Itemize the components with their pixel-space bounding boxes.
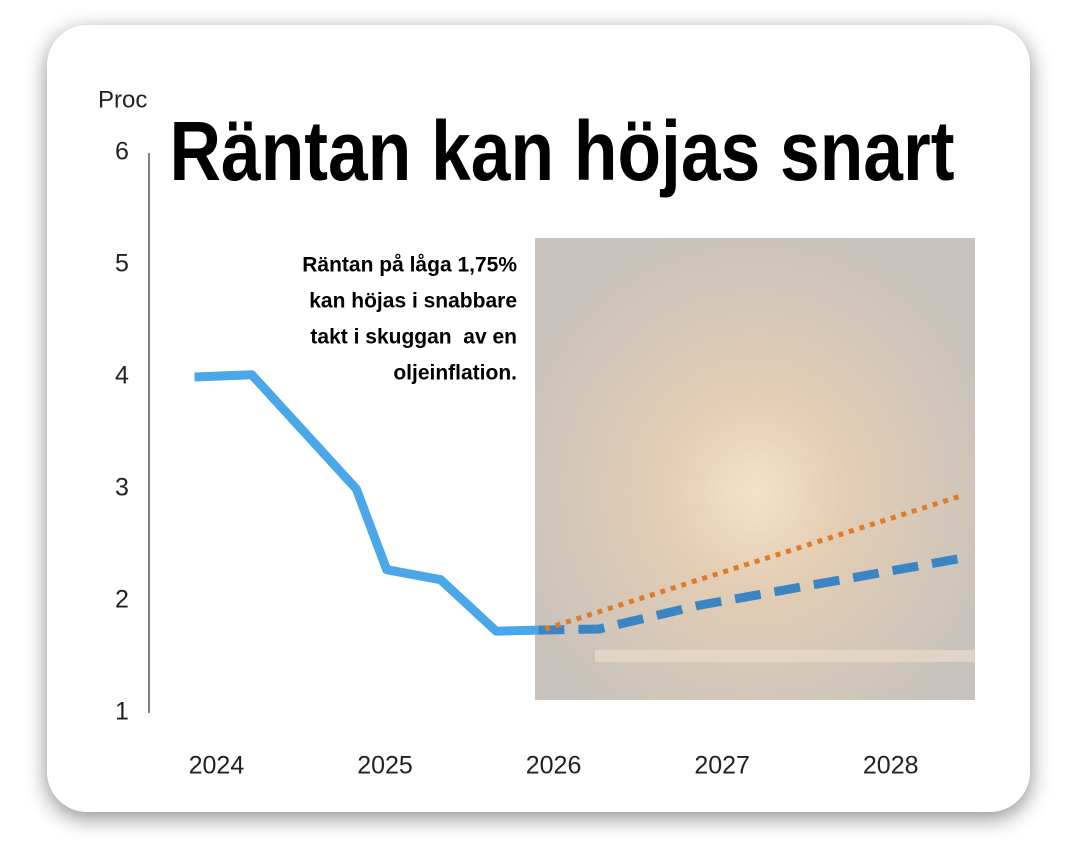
x-tick-label: 2025 bbox=[357, 752, 413, 780]
photo-horizon bbox=[595, 650, 975, 662]
series-line bbox=[544, 493, 963, 632]
annotation: kan höjas i snabbare bbox=[309, 290, 517, 313]
x-tick-label: 2026 bbox=[526, 752, 582, 780]
y-tick-label: 2 bbox=[115, 586, 129, 614]
series-line bbox=[538, 552, 968, 635]
x-tick-label: 2024 bbox=[189, 752, 245, 780]
y-tick-label: 6 bbox=[115, 138, 129, 166]
series-line bbox=[194, 370, 539, 636]
annotation: Räntan på låga 1,75% bbox=[302, 254, 517, 277]
x-tick-label: 2027 bbox=[694, 752, 750, 780]
y-tick-label: 4 bbox=[115, 362, 129, 390]
title-mask bbox=[148, 80, 178, 130]
background-photo bbox=[535, 238, 975, 700]
y-tick-label: 5 bbox=[115, 250, 129, 278]
y-tick-label: 1 bbox=[115, 698, 129, 726]
annotation: takt i skuggan av en bbox=[310, 326, 517, 349]
y-tick-label: 3 bbox=[115, 474, 129, 502]
annotation: oljeinflation. bbox=[393, 362, 517, 385]
y-axis-label: Proc bbox=[98, 86, 147, 113]
chart-title: Räntan kan höjas snart bbox=[170, 104, 955, 198]
x-tick-label: 2028 bbox=[863, 752, 919, 780]
